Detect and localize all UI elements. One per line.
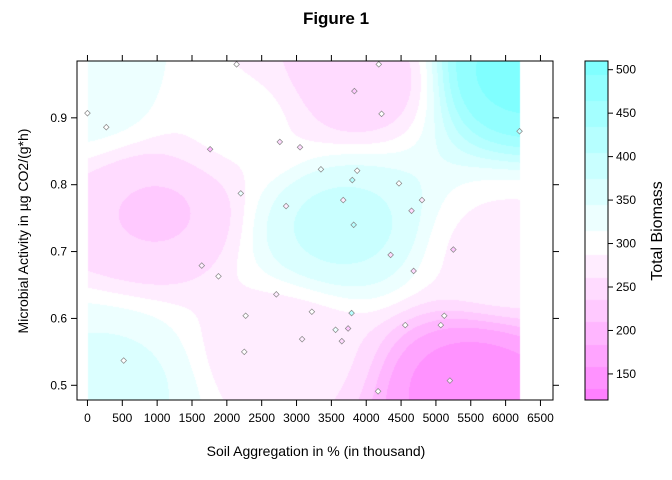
data-point	[437, 321, 445, 329]
data-point	[240, 348, 248, 356]
data-point	[348, 176, 356, 184]
data-point	[408, 207, 415, 215]
data-point	[353, 167, 361, 174]
colorbar-gradient	[585, 61, 608, 400]
y-axis-title: Microbial Activity in µg CO2/(g*h)	[15, 129, 31, 334]
data-point	[296, 143, 304, 151]
data-point	[395, 180, 403, 187]
chart-title: Figure 1	[303, 9, 369, 28]
colorbar-tick-label: 500	[616, 63, 636, 77]
colorbar-tick-label: 150	[616, 367, 636, 381]
x-tick-label: 6000	[492, 411, 519, 425]
y-axis: 0.5 0.6 0.7 0.8 0.9	[50, 111, 559, 392]
data-point	[516, 127, 523, 135]
x-tick-label: 5500	[457, 411, 484, 425]
x-tick-label: 1000	[144, 411, 171, 425]
data-point	[418, 196, 426, 204]
y-tick-label: 0.7	[50, 245, 67, 259]
data-point	[348, 309, 355, 317]
data-point	[242, 312, 249, 320]
data-point	[215, 273, 222, 280]
data-point	[401, 321, 409, 329]
data-point	[410, 267, 417, 275]
data-point	[446, 377, 454, 384]
y-tick-label: 0.8	[50, 178, 67, 192]
colorbar-ticks: 150 200 250 300 350 400 450 500	[608, 63, 636, 381]
data-point	[450, 246, 457, 253]
data-point	[273, 291, 280, 298]
data-point	[350, 221, 357, 229]
data-point	[332, 326, 339, 334]
data-point	[282, 202, 290, 210]
data-point	[237, 190, 245, 197]
data-point	[198, 262, 206, 269]
x-tick-label: 6500	[527, 411, 554, 425]
colorbar-tick-label: 450	[616, 106, 636, 120]
data-point	[338, 337, 346, 345]
x-tick-label: 3500	[318, 411, 345, 425]
x-tick-label: 2500	[248, 411, 275, 425]
x-tick-label: 4000	[353, 411, 380, 425]
x-tick-label: 2000	[213, 411, 240, 425]
colorbar-tick-label: 250	[616, 280, 636, 294]
x-axis: 0 500 1000 1500 2000 2500 3000 3500 4000 4500 5000…	[84, 55, 554, 425]
data-point	[378, 110, 385, 118]
x-tick-label: 3000	[283, 411, 310, 425]
colorbar-tick-label: 200	[616, 323, 636, 337]
data-point	[374, 388, 382, 395]
data-point	[102, 123, 110, 131]
x-tick-label: 500	[112, 411, 132, 425]
data-point	[387, 251, 394, 259]
colorbar-tick-label: 400	[616, 150, 636, 164]
data-point	[375, 61, 383, 68]
y-tick-label: 0.5	[50, 378, 67, 392]
data-point	[298, 335, 306, 343]
x-tick-label: 0	[84, 411, 91, 425]
colorbar-tick-label: 350	[616, 193, 636, 207]
y-tick-label: 0.6	[50, 311, 67, 325]
data-point	[84, 109, 91, 117]
plot-area	[76, 60, 554, 401]
data-point	[344, 325, 352, 332]
y-tick-label: 0.9	[50, 111, 67, 125]
data-point	[351, 87, 358, 95]
colorbar-title: Total Biomass	[649, 181, 666, 281]
x-tick-label: 4500	[388, 411, 415, 425]
data-point	[440, 312, 448, 320]
data-point	[233, 61, 240, 68]
x-axis-title: Soil Aggregation in % (in thousand)	[207, 443, 426, 459]
data-point	[120, 357, 127, 364]
data-point	[339, 196, 347, 204]
colorbar: 150 200 250 300 350 400 450 500	[584, 60, 636, 401]
data-point	[317, 166, 325, 173]
data-point	[206, 145, 214, 153]
plot-frame	[76, 60, 554, 401]
x-tick-label: 1500	[179, 411, 206, 425]
contour-surface	[77, 61, 553, 400]
colorbar-tick-label: 300	[616, 237, 636, 251]
data-point	[308, 308, 316, 316]
x-tick-label: 5000	[423, 411, 450, 425]
colorbar-frame	[584, 60, 609, 401]
data-point	[276, 138, 284, 146]
sample-points	[84, 61, 523, 395]
